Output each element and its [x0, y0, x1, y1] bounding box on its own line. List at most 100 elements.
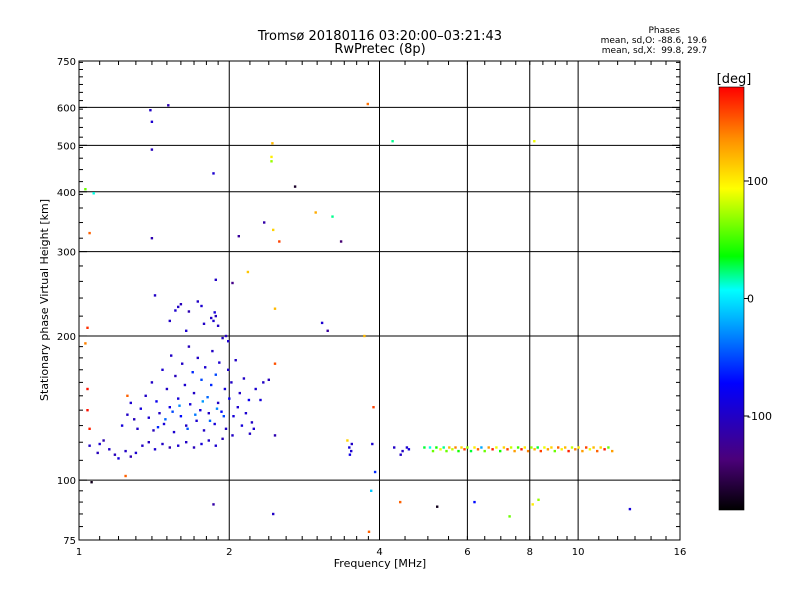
data-point: [273, 434, 277, 437]
data-point: [533, 448, 536, 451]
data-point: [206, 396, 209, 399]
data-point: [451, 448, 454, 451]
data-point: [431, 449, 435, 453]
data-point: [509, 446, 513, 449]
x-tick-label: 4: [376, 547, 382, 558]
data-point: [393, 446, 396, 449]
data-point: [234, 359, 237, 362]
data-point: [348, 453, 352, 456]
data-point: [428, 446, 432, 449]
x-tick-label: 16: [674, 547, 687, 558]
data-point: [263, 221, 266, 224]
data-point: [186, 427, 189, 430]
data-point: [216, 324, 220, 327]
data-point: [207, 439, 210, 442]
data-point: [247, 398, 251, 402]
data-point: [177, 444, 180, 447]
data-point: [202, 429, 206, 432]
data-point: [224, 427, 228, 430]
data-point: [192, 446, 196, 449]
data-point: [581, 449, 584, 453]
data-point: [567, 449, 570, 453]
data-point: [466, 446, 469, 449]
data-point: [238, 391, 241, 395]
data-point: [457, 449, 460, 453]
data-point: [405, 446, 409, 449]
data-point: [162, 422, 166, 426]
data-point: [469, 449, 473, 453]
data-point: [185, 424, 188, 427]
data-point: [194, 413, 197, 416]
data-point: [273, 362, 277, 365]
data-point: [221, 437, 224, 440]
stats-x-line: mean, sd,X: 99.8, 29.7: [602, 46, 707, 56]
data-point: [373, 470, 377, 474]
data-point: [136, 427, 139, 430]
data-point: [460, 446, 463, 449]
data-point: [350, 449, 353, 453]
data-point: [218, 361, 221, 364]
x-axis-tick-labels: 1 2 4 6 8 10 16: [76, 547, 687, 558]
x-tick-label: 1: [76, 547, 82, 558]
data-point: [339, 240, 343, 243]
data-point: [574, 448, 577, 451]
data-point: [270, 160, 273, 163]
data-point: [495, 446, 498, 449]
data-point: [86, 409, 89, 412]
data-point: [399, 453, 402, 456]
data-point: [144, 394, 147, 397]
data-point: [448, 446, 451, 449]
data-point: [588, 448, 592, 451]
y-tick-label: 400: [57, 188, 76, 199]
data-point: [168, 446, 171, 449]
data-point: [90, 481, 93, 484]
data-point: [179, 415, 183, 418]
data-point: [499, 449, 502, 453]
data-point: [530, 446, 533, 449]
data-point: [628, 507, 632, 511]
y-tick-label: 75: [63, 536, 76, 547]
data-point: [120, 424, 124, 427]
data-point: [550, 446, 553, 449]
grid-lines: [79, 61, 680, 540]
data-point: [259, 398, 262, 402]
data-point: [536, 446, 539, 449]
data-point: [177, 397, 180, 400]
y-tick-label: 600: [57, 103, 76, 114]
data-point: [346, 439, 349, 442]
data-point: [237, 235, 240, 238]
data-point: [168, 406, 171, 409]
data-point: [473, 500, 476, 504]
data-point: [192, 391, 196, 395]
data-point: [435, 446, 438, 449]
data-point: [126, 394, 129, 397]
colorbar-ticks: -100 0 100: [744, 175, 772, 423]
data-point: [436, 505, 439, 508]
data-point: [372, 406, 375, 409]
data-point: [212, 172, 215, 175]
data-point: [271, 142, 274, 145]
data-point: [270, 155, 273, 159]
data-point: [172, 430, 176, 434]
data-point: [483, 449, 486, 453]
y-tick-label: 200: [57, 332, 76, 343]
data-point: [200, 378, 203, 381]
data-point: [152, 429, 155, 432]
data-point: [293, 185, 297, 188]
stats-heading: Phases: [648, 26, 680, 36]
data-point: [278, 240, 281, 243]
data-point: [161, 368, 164, 371]
data-point: [185, 329, 188, 332]
data-point: [423, 446, 426, 449]
data-point: [147, 441, 150, 444]
data-point: [224, 334, 228, 338]
x-tick-label: 6: [464, 547, 470, 558]
data-point: [242, 377, 246, 380]
data-point: [134, 451, 138, 455]
data-point: [202, 322, 206, 325]
data-point: [200, 442, 203, 446]
data-point: [401, 449, 404, 453]
y-tick-label: 500: [57, 141, 76, 152]
data-point: [526, 449, 530, 453]
